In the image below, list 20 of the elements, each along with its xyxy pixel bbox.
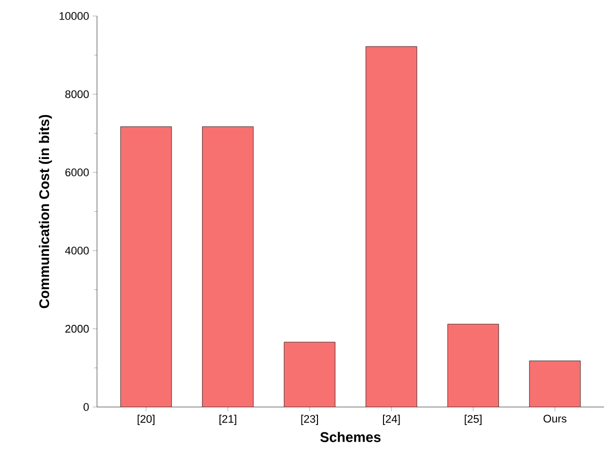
bar [284, 342, 336, 407]
bar [529, 360, 581, 407]
x-tick-label: [20] [138, 414, 154, 425]
x-tick-label: [24] [383, 414, 400, 425]
y-tick-label: 0 [84, 403, 89, 411]
bar [120, 126, 172, 407]
x-tick-label: [21] [219, 414, 236, 425]
y-tick-label: 2000 [65, 324, 89, 333]
x-tick-label: Ours [544, 414, 566, 423]
bar [448, 324, 499, 407]
y-axis-title: Communication Cost (in bits) [38, 114, 52, 308]
x-tick-label: [23] [301, 414, 318, 425]
y-tick-label: 8000 [65, 90, 89, 98]
y-tick-label: 10000 [60, 12, 89, 20]
y-tick-label: 6000 [65, 168, 89, 176]
bar [202, 126, 254, 407]
y-tick-label: 4000 [65, 246, 89, 254]
bar [366, 46, 417, 407]
x-axis-title: Schemes [320, 432, 381, 442]
x-tick-label: [25] [464, 414, 482, 425]
